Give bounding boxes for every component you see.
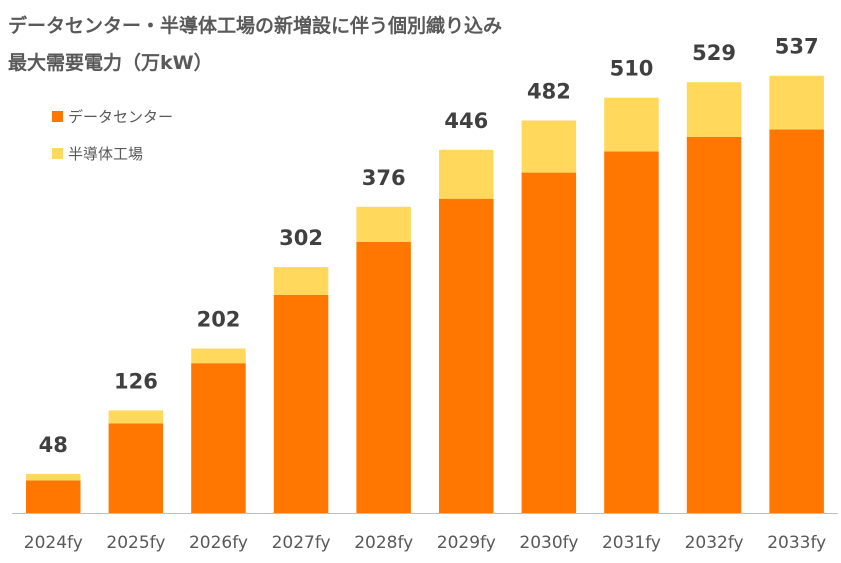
x-tick-label-2028fy: 2028fy [354,533,413,553]
total-label-2025fy: 126 [114,369,158,393]
total-label-2028fy: 376 [362,166,406,190]
total-label-2032fy: 529 [692,41,736,65]
bars [26,75,824,514]
legend-swatch-semiconductor [52,148,63,159]
bar-data-center-2026fy [191,363,246,513]
bar-data-center-2031fy [604,151,659,513]
bar-semiconductor-2031fy [604,97,659,152]
total-label-2029fy: 446 [444,109,488,133]
bar-data-center-2024fy [26,480,81,513]
total-label-2030fy: 482 [527,80,571,104]
x-tick-label-2025fy: 2025fy [106,533,165,553]
total-label-2031fy: 510 [610,57,654,81]
bar-data-center-2029fy [439,198,494,513]
bar-semiconductor-2030fy [521,120,577,173]
bar-data-center-2027fy [273,294,329,513]
chart-title-line-1: データセンター・半導体工場の新増設に伴う個別織り込み [8,14,502,37]
bar-semiconductor-2029fy [439,149,494,199]
bar-data-center-2028fy [356,241,411,514]
bar-semiconductor-2026fy [191,348,246,364]
x-tick-label-2030fy: 2030fy [519,533,578,553]
bar-semiconductor-2032fy [686,82,742,137]
x-tick-label-2033fy: 2033fy [767,533,826,553]
x-tick-label-2026fy: 2026fy [189,533,248,553]
legend-label-semiconductor: 半導体工場 [68,145,143,163]
bar-semiconductor-2028fy [356,206,411,242]
total-label-2024fy: 48 [39,433,68,457]
bar-semiconductor-2025fy [108,410,164,424]
bar-semiconductor-2024fy [26,473,81,481]
total-label-2026fy: 202 [197,308,241,332]
bar-semiconductor-2027fy [273,267,329,295]
bar-data-center-2033fy [769,129,824,513]
chart-title-line-2: 最大需要電力（万kW） [8,51,213,74]
bar-semiconductor-2033fy [769,75,824,130]
total-label-2027fy: 302 [279,226,323,250]
x-tick-label-2029fy: 2029fy [437,533,496,553]
x-tick-label-2031fy: 2031fy [602,533,661,553]
bar-data-center-2032fy [686,136,742,514]
bar-data-center-2030fy [521,172,577,513]
total-labels: 48 126 202 302 376 446 482 510 529 537 [39,35,819,457]
legend: データセンター 半導体工場 [52,108,173,163]
total-label-2033fy: 537 [775,35,819,59]
legend-swatch-data-center [52,111,63,122]
legend-label-data-center: データセンター [68,108,173,126]
bar-data-center-2025fy [108,423,164,513]
x-tick-label-2032fy: 2032fy [685,533,744,553]
x-tick-label-2027fy: 2027fy [272,533,331,553]
x-tick-labels: 2024fy 2025fy 2026fy 2027fy 2028fy 2029fy 2030… [24,533,826,553]
x-tick-label-2024fy: 2024fy [24,533,83,553]
